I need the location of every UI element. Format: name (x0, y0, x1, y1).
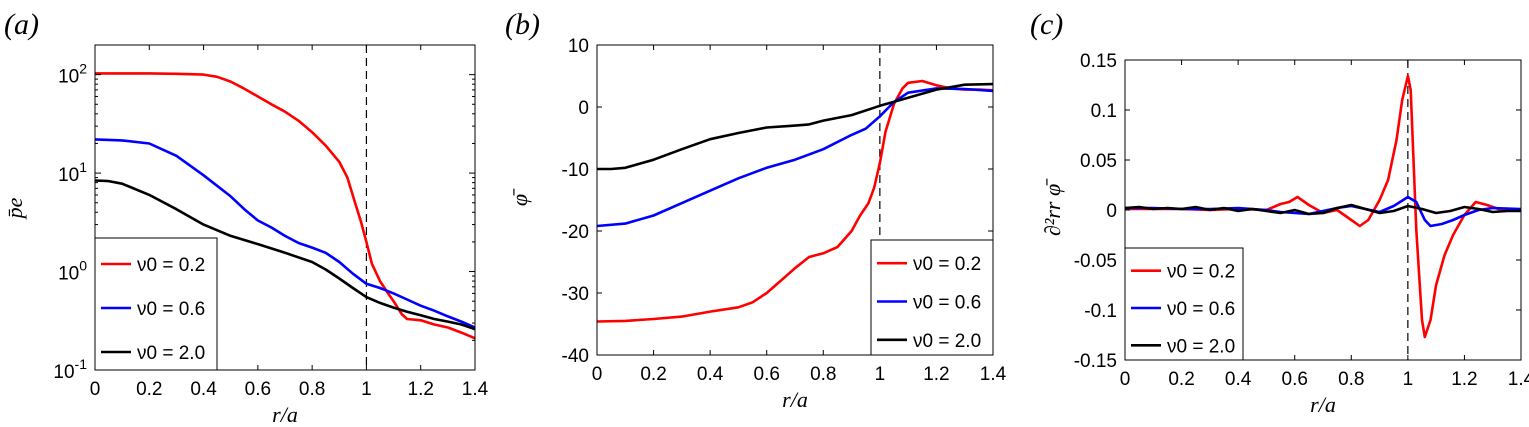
series-line-2 (597, 82, 993, 171)
x-tick-label: 1.2 (923, 364, 949, 385)
legend-entry-1: ν0 = 0.6 (1167, 299, 1235, 320)
panel-label: (c) (1030, 8, 1063, 41)
x-tick-label: 0.8 (1338, 369, 1364, 390)
x-tick-label: 0.6 (1282, 369, 1308, 390)
y-tick-base: 10 (58, 165, 79, 186)
y-tick-label: -0.1 (1084, 301, 1117, 322)
x-tick-label: 1.4 (980, 364, 1007, 385)
x-axis-label: r/a (782, 387, 808, 412)
y-axis-label: p̄e (2, 197, 27, 220)
x-tick-label: 1.4 (1508, 369, 1529, 390)
x-tick-label: 0 (1120, 369, 1131, 390)
panel-c: (c) 0 0.2 0.4 0.6 0.8 1 1.2 1.4 -0.15 -0.1 -0.05 0 0.… (1030, 8, 1529, 417)
legend: ν0 = 0.2 ν0 = 0.6 ν0 = 2.0 (1124, 247, 1244, 361)
x-tick-label: 0.6 (245, 379, 271, 400)
series-line-1 (597, 87, 993, 228)
x-tick-label: 0 (90, 379, 101, 400)
y-tick-label: 0.15 (1080, 51, 1117, 72)
legend-box (1124, 247, 1244, 361)
y-tick-label: 102 (58, 61, 87, 88)
y-tick-label: 10-1 (53, 356, 87, 383)
legend-box (870, 239, 994, 356)
x-axis-label: r/a (272, 402, 298, 427)
legend-entry-2: ν0 = 2.0 (1167, 336, 1235, 357)
legend-entry-0: ν0 = 0.2 (137, 255, 205, 276)
series-line-0 (1125, 74, 1521, 339)
y-tick-base: 10 (58, 264, 79, 285)
legend-entry-2: ν0 = 2.0 (913, 331, 981, 352)
x-tick-label: 1.2 (408, 379, 434, 400)
y-tick-label: -10 (562, 160, 589, 181)
legend-entry-1: ν0 = 0.6 (137, 299, 205, 320)
y-tick-label: -40 (562, 346, 589, 367)
y-tick-label: 0 (578, 98, 589, 119)
y-tick-label: -20 (562, 222, 589, 243)
legend-entry-2: ν0 = 2.0 (137, 343, 205, 364)
y-tick-label: 0.1 (1091, 101, 1117, 122)
y-tick-label: 10 (568, 36, 589, 57)
y-axis-label: φ̄ (507, 188, 532, 206)
series-line-0 (597, 79, 993, 323)
x-tick-label: 1.4 (462, 379, 489, 400)
axes-box (94, 44, 476, 371)
y-tick-label: 0.05 (1080, 151, 1117, 172)
x-axis-label: r/a (1310, 392, 1336, 417)
x-tick-label: 1 (1403, 369, 1414, 390)
y-tick-label: 100 (58, 258, 87, 285)
x-tick-label: 0 (592, 364, 603, 385)
y-tick-label: 0 (1106, 201, 1117, 222)
y-tick-base: 10 (53, 362, 74, 383)
legend-entry-1: ν0 = 0.6 (913, 293, 981, 314)
x-tick-label: 0.2 (640, 364, 666, 385)
x-tick-label: 1 (875, 364, 886, 385)
panel-b: (b) 0 0.2 0.4 0.6 0.8 1 1.2 1.4 -40 -30 -20 -10 0 10 r/… (505, 8, 1007, 412)
x-tick-label: 0.2 (1168, 369, 1194, 390)
y-tick-label: 101 (58, 159, 87, 186)
x-tick-label: 0.6 (754, 364, 780, 385)
legend: ν0 = 0.2 ν0 = 0.6 ν0 = 2.0 (94, 237, 218, 371)
legend-box (94, 237, 218, 371)
x-tick-label: 1 (361, 379, 372, 400)
x-tick-label: 0.4 (1225, 369, 1252, 390)
panel-label: (b) (505, 8, 540, 41)
x-tick-label: 0.8 (810, 364, 836, 385)
series-line-0 (95, 72, 475, 340)
y-tick-label: -0.05 (1074, 251, 1117, 272)
y-tick-exponent: 2 (79, 61, 87, 77)
axes-box (596, 44, 994, 356)
x-tick-label: 0.2 (136, 379, 162, 400)
y-tick-base: 10 (58, 67, 79, 88)
panel-a: (a)0 0.2 0.4 0.6 0.8 1 1.2 1.410-1100101102r/ap… (2, 8, 489, 427)
panel-label: (a) (4, 8, 39, 41)
x-tick-label: 0.4 (190, 379, 217, 400)
legend-entry-0: ν0 = 0.2 (1167, 262, 1235, 283)
legend-entry-0: ν0 = 0.2 (913, 254, 981, 275)
legend: ν0 = 0.2 ν0 = 0.6 ν0 = 2.0 (870, 239, 994, 356)
series-line-2 (1125, 203, 1521, 216)
y-tick-label: -0.15 (1074, 351, 1117, 372)
series-line-2 (95, 179, 475, 331)
x-tick-label: 1.2 (1451, 369, 1477, 390)
y-tick-exponent: -1 (75, 356, 88, 372)
x-tick-label: 0.4 (697, 364, 724, 385)
y-tick-exponent: 0 (79, 258, 87, 274)
y-tick-exponent: 1 (79, 159, 87, 175)
x-tick-label: 0.8 (299, 379, 325, 400)
series-line-1 (95, 138, 475, 329)
y-tick-label: -30 (562, 284, 589, 305)
y-axis-label: ∂²rr φ̄ (1040, 178, 1065, 236)
